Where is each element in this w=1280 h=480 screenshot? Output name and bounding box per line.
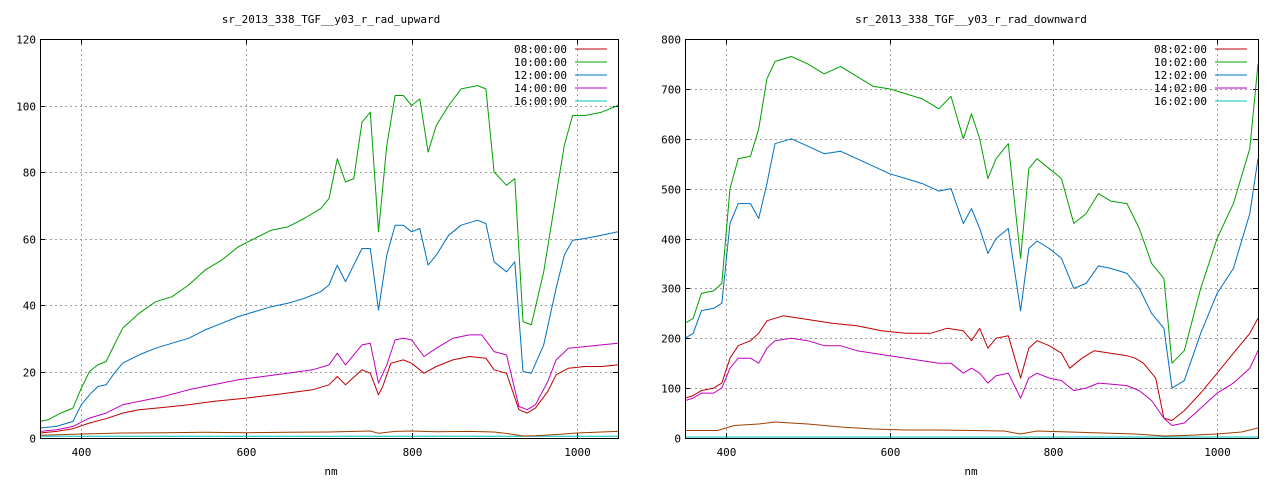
axis-ticks: 400 600 800 1000 0 100 200 300 400 500 600 700 800 [661,34,1258,459]
y-tick-label: 40 [23,300,36,313]
y-tick-label: 400 [661,234,681,247]
y-tick-label: 500 [661,184,681,197]
series-line [684,315,1259,421]
x-tick-label: 600 [881,446,901,459]
chart-title: sr_2013_338_TGF__y03_r_rad_downward [855,13,1087,26]
legend-label: 08:00:00 [514,43,567,56]
series-line [39,85,619,422]
upward-radiance-chart: sr_2013_338_TGF__y03_r_rad_upward 400 600… [16,13,619,478]
x-tick-label: 1000 [1204,446,1231,459]
series-line [39,356,619,434]
plot-frame [685,39,1259,439]
x-axis-label: nm [324,465,338,478]
legend-label: 08:02:00 [1154,43,1207,56]
y-tick-label: 80 [23,167,36,180]
plot-frame [40,39,619,439]
x-tick-label: 1000 [564,446,591,459]
y-tick-label: 0 [29,433,36,446]
legend-label: 14:02:00 [1154,82,1207,95]
y-tick-label: 300 [661,283,681,296]
y-tick-label: 600 [661,134,681,147]
y-tick-label: 700 [661,84,681,97]
series-line [685,421,1259,437]
series-line [39,219,619,429]
legend-label: 14:00:00 [514,82,567,95]
series-line [684,56,1259,364]
x-tick-label: 600 [237,446,257,459]
series-line [39,334,619,432]
downward-radiance-chart: sr_2013_338_TGF__y03_r_rad_downward 400 6… [661,13,1259,478]
series-line [39,430,619,437]
legend-label: 16:00:00 [514,95,567,108]
y-tick-label: 800 [661,34,681,47]
y-tick-label: 100 [661,383,681,396]
legend-label: 16:02:00 [1154,95,1207,108]
y-tick-label: 200 [661,333,681,346]
chart-title: sr_2013_338_TGF__y03_r_rad_upward [222,13,441,26]
axis-ticks: 400 600 800 1000 0 20 40 60 80 100 120 [16,34,618,459]
y-tick-label: 120 [16,34,36,47]
y-tick-label: 100 [16,101,36,114]
y-tick-label: 0 [674,433,681,446]
series-line [684,337,1259,426]
legend-label: 12:02:00 [1154,69,1207,82]
x-axis-label: nm [964,465,978,478]
y-tick-label: 60 [23,234,36,247]
x-tick-label: 400 [717,446,737,459]
x-tick-label: 800 [403,446,423,459]
legend-label: 10:02:00 [1154,56,1207,69]
legend-label: 12:00:00 [514,69,567,82]
series-lines [39,85,619,437]
series-lines [684,56,1259,438]
x-tick-label: 400 [72,446,92,459]
legend-label: 10:00:00 [514,56,567,69]
y-tick-label: 20 [23,367,36,380]
x-tick-label: 800 [1044,446,1064,459]
series-line [684,138,1259,389]
grid [685,39,1258,438]
